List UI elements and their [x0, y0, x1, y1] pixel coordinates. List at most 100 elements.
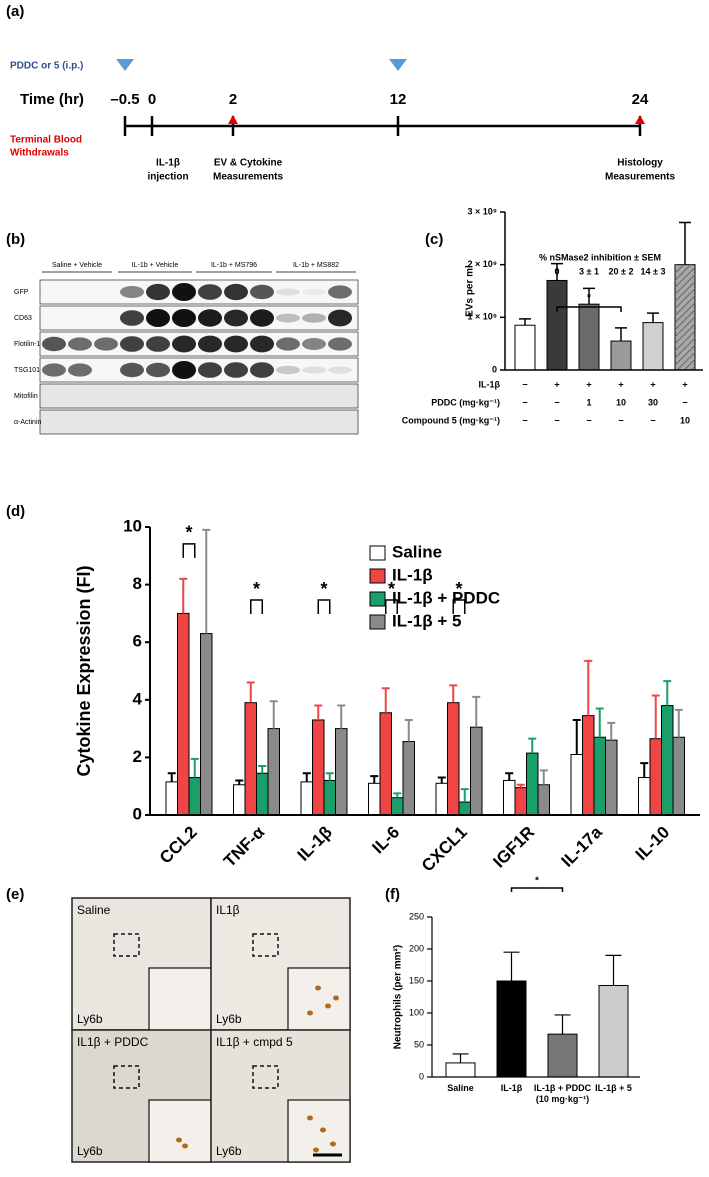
time-tick-label: 12: [390, 91, 407, 108]
band: [42, 336, 66, 352]
band: [224, 283, 248, 301]
image-label: IL1β + cmpd 5: [216, 1035, 293, 1049]
band: [276, 365, 300, 375]
bar: [661, 705, 674, 816]
bar: [526, 752, 539, 816]
dose-marker: [116, 59, 134, 71]
stain-label: Ly6b: [216, 1012, 242, 1026]
blot-strip: [39, 383, 359, 409]
event-label: Measurements: [605, 172, 675, 183]
y-axis-label: Cytokine Expression (FI): [74, 565, 94, 776]
dose-marker: [389, 59, 407, 71]
stain-label: Ly6b: [77, 1144, 103, 1158]
significance-label: *: [455, 579, 462, 599]
error-bar: [519, 318, 531, 326]
error-bar: [663, 680, 672, 706]
y-tick-label: 0: [492, 364, 497, 374]
inset: [287, 1099, 351, 1163]
annotation: % nSMase2 inhibition ± SEM: [539, 252, 661, 262]
x-tick-label: IL-17a: [558, 822, 607, 871]
table-cell: 1: [586, 397, 591, 407]
x-tick-label: Saline: [447, 1083, 474, 1093]
error-bar: [583, 287, 595, 305]
band: [302, 338, 326, 350]
y-tick-label: 50: [414, 1039, 424, 1049]
band: [120, 286, 144, 298]
band: [250, 335, 274, 353]
band: [276, 337, 300, 351]
band: [146, 336, 170, 352]
y-tick-label: 2 × 10⁹: [467, 259, 497, 269]
table-cell: 10: [680, 415, 690, 425]
time-tick-label: –0.5: [110, 91, 139, 108]
table-cell: +: [586, 379, 591, 389]
stain-label: Ly6b: [216, 1144, 242, 1158]
withdrawal-marker: [228, 115, 238, 124]
zoom-region: [113, 1065, 140, 1089]
band: [302, 288, 326, 296]
band: [276, 313, 300, 323]
error-bar: [381, 687, 390, 713]
band: [224, 362, 248, 378]
band: [172, 283, 196, 301]
bar: [582, 715, 595, 816]
legend-swatch: [369, 591, 386, 607]
bar: [177, 612, 190, 816]
bar: [547, 1033, 578, 1078]
stained-cell: [176, 1137, 182, 1143]
significance-bracket: [556, 306, 622, 312]
x-tick-label: IL-10: [632, 823, 673, 864]
x-tick-label: CXCL1: [418, 823, 471, 876]
stained-cell: [320, 1127, 326, 1133]
table-cell: −: [554, 397, 559, 407]
withdrawal-marker: [635, 115, 645, 124]
error-bar: [235, 779, 244, 785]
table-row-label: Compound 5 (mg·kg⁻¹): [402, 415, 500, 425]
y-tick-label: 0: [419, 1071, 424, 1081]
zoom-region: [113, 933, 140, 957]
legend-label: Saline: [392, 542, 442, 561]
error-bar: [449, 684, 458, 703]
bar: [570, 754, 583, 816]
blot-strip: [39, 409, 359, 435]
table-cell: +: [618, 379, 623, 389]
bar: [642, 322, 664, 371]
error-bar: [674, 708, 683, 738]
error-bar: [595, 707, 604, 738]
error-bar: [528, 737, 537, 754]
bar: [503, 779, 516, 816]
drug-label: PDDC or 5 (i.p.): [10, 61, 83, 72]
significance-label: *: [185, 523, 192, 543]
table-cell: −: [650, 415, 655, 425]
table-cell: −: [554, 415, 559, 425]
table-cell: −: [618, 415, 623, 425]
table-cell: 10: [616, 397, 626, 407]
y-tick-label: 1 × 10⁹: [467, 312, 497, 322]
bar: [391, 797, 404, 816]
error-bar: [572, 718, 581, 755]
bar: [256, 772, 269, 816]
significance-bracket: [317, 599, 331, 614]
significance-label: *: [587, 293, 591, 304]
table-cell: +: [650, 379, 655, 389]
event-label: EV & Cytokine: [214, 158, 283, 169]
table-cell: −: [522, 415, 527, 425]
band: [328, 337, 352, 351]
event-label: Measurements: [213, 172, 283, 183]
bar: [638, 777, 651, 816]
bar: [514, 324, 536, 371]
blot-group-label: IL-1b + Vehicle: [132, 262, 179, 269]
blot-row-label: Flotilin-1: [14, 341, 41, 348]
legend-label: IL-1β + PDDC: [392, 588, 500, 607]
error-bar: [605, 954, 622, 986]
bar: [188, 777, 201, 816]
time-tick-label: 2: [229, 91, 237, 108]
table-cell: −: [522, 397, 527, 407]
hatch: [675, 264, 695, 370]
bar: [546, 279, 568, 371]
blot-row-label: GFP: [14, 289, 29, 296]
band: [146, 283, 170, 301]
blot-group-label: IL-1b + MS796: [211, 262, 257, 269]
axis-label: Time (hr): [20, 91, 84, 108]
